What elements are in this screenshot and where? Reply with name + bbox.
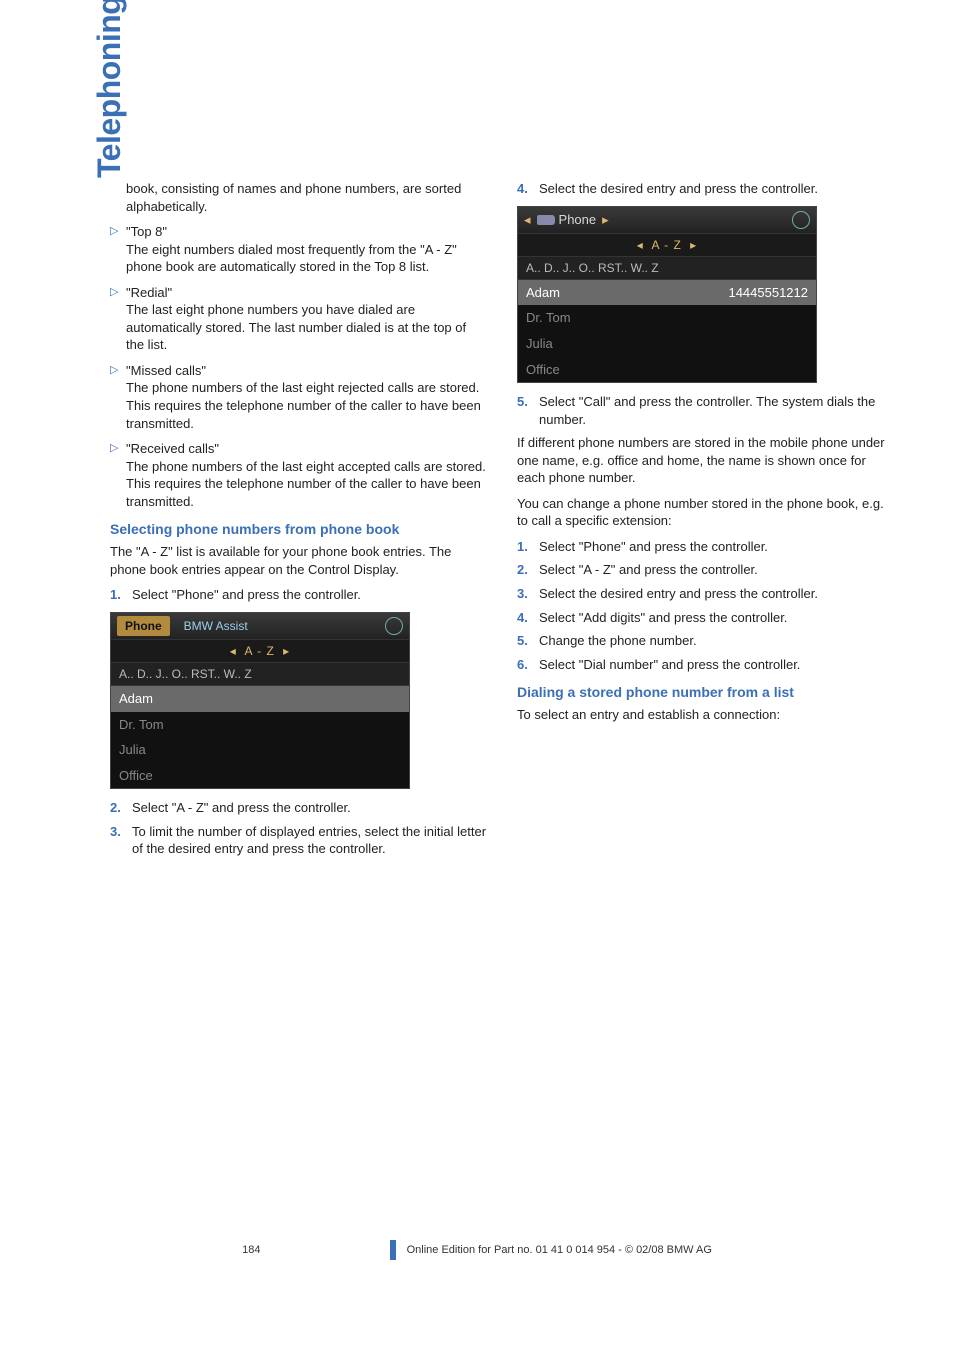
section-body: To select an entry and establish a conne… [517,706,894,724]
step: Change the phone number. [517,632,894,650]
list-item-body: The last eight phone numbers you have di… [126,302,466,352]
section-heading: Dialing a stored phone number from a lis… [517,683,894,702]
idrive-row: Dr. Tom [111,712,409,738]
idrive-sub-label: A - Z [651,238,681,252]
step: Select "Phone" and press the controller. [110,586,487,604]
loop-icon [385,617,403,635]
footer-bar-icon [390,1240,396,1260]
step: Select "A - Z" and press the controller. [517,561,894,579]
left-column: book, consisting of names and phone numb… [110,180,487,864]
list-item-body: The phone numbers of the last eight reje… [126,380,481,430]
idrive-submenu: ◂ A - Z ▸ [518,233,816,257]
list-item-body: The phone numbers of the last eight acce… [126,459,486,509]
step: Select "A - Z" and press the controller. [110,799,487,817]
idrive-sub-label: A - Z [244,644,274,658]
idrive-row: Dr. Tom [518,305,816,331]
idrive-tabbar: Phone BMW Assist [111,613,409,639]
list-item-title: "Missed calls" [126,363,206,378]
step: To limit the number of displayed entries… [110,823,487,858]
steps-list: Select "A - Z" and press the controller.… [110,799,487,858]
step: Select the desired entry and press the c… [517,585,894,603]
idrive-screenshot-1: Phone BMW Assist ◂ A - Z ▸ A.. D.. J.. O… [110,612,410,790]
list-item-title: "Received calls" [126,441,219,456]
list-item: "Redial" The last eight phone numbers yo… [110,284,487,354]
step: Select "Add digits" and press the contro… [517,609,894,627]
chevron-right-icon: ▸ [602,211,609,229]
idrive-tab-inactive: BMW Assist [176,616,256,636]
page-number: 184 [242,1243,270,1258]
idrive-row: Office [111,763,409,789]
idrive-tab-center: Phone [537,211,597,229]
page-footer: 184 Online Edition for Part no. 01 41 0 … [0,1240,954,1260]
list-item: "Top 8" The eight numbers dialed most fr… [110,223,487,276]
idrive-letter-index: A.. D.. J.. O.. RST.. W.. Z [518,257,816,280]
list-item: "Received calls" The phone numbers of th… [110,440,487,510]
idrive-screenshot-2: ◂ Phone ▸ ◂ A - Z ▸ A.. D.. J.. O.. RST.… [517,206,817,384]
footer-text: Online Edition for Part no. 01 41 0 014 … [407,1244,712,1256]
chevron-right-icon: ▸ [279,644,294,658]
idrive-submenu: ◂ A - Z ▸ [111,639,409,663]
list-item-body: The eight numbers dialed most frequently… [126,242,457,275]
intro-text: book, consisting of names and phone numb… [110,180,487,215]
paragraph: If different phone numbers are stored in… [517,434,894,487]
chevron-left-icon: ◂ [226,644,241,658]
idrive-letter-index: A.. D.. J.. O.. RST.. W.. Z [111,663,409,686]
idrive-row: Office [518,357,816,383]
idrive-row-selected: Adam 14445551212 [518,280,816,306]
list-item-title: "Redial" [126,285,172,300]
step: Select "Dial number" and press the contr… [517,656,894,674]
right-column: Select the desired entry and press the c… [517,180,894,864]
step: Select "Phone" and press the controller. [517,538,894,556]
list-item: "Missed calls" The phone numbers of the … [110,362,487,432]
idrive-tab-active: Phone [117,616,170,636]
section-body: The "A - Z" list is available for your p… [110,543,487,578]
list-item-title: "Top 8" [126,224,167,239]
paragraph: You can change a phone number stored in … [517,495,894,530]
chevron-left-icon: ◂ [633,238,648,252]
idrive-row: Julia [518,331,816,357]
step: Select "Call" and press the controller. … [517,393,894,428]
steps-list: Select the desired entry and press the c… [517,180,894,198]
steps-list: Select "Call" and press the controller. … [517,393,894,428]
step: Select the desired entry and press the c… [517,180,894,198]
feature-list: "Top 8" The eight numbers dialed most fr… [110,223,487,510]
steps-list: Select "Phone" and press the controller. [110,586,487,604]
loop-icon [792,211,810,229]
idrive-row-selected: Adam [111,686,409,712]
chevron-left-icon: ◂ [524,211,531,229]
steps-list: Select "Phone" and press the controller.… [517,538,894,673]
phone-number: 14445551212 [728,284,808,302]
section-heading: Selecting phone numbers from phone book [110,520,487,539]
idrive-row: Julia [111,737,409,763]
section-side-tab: Telephoning [88,0,131,178]
chevron-right-icon: ▸ [686,238,701,252]
car-icon [537,215,555,225]
idrive-tabbar: ◂ Phone ▸ [518,207,816,233]
